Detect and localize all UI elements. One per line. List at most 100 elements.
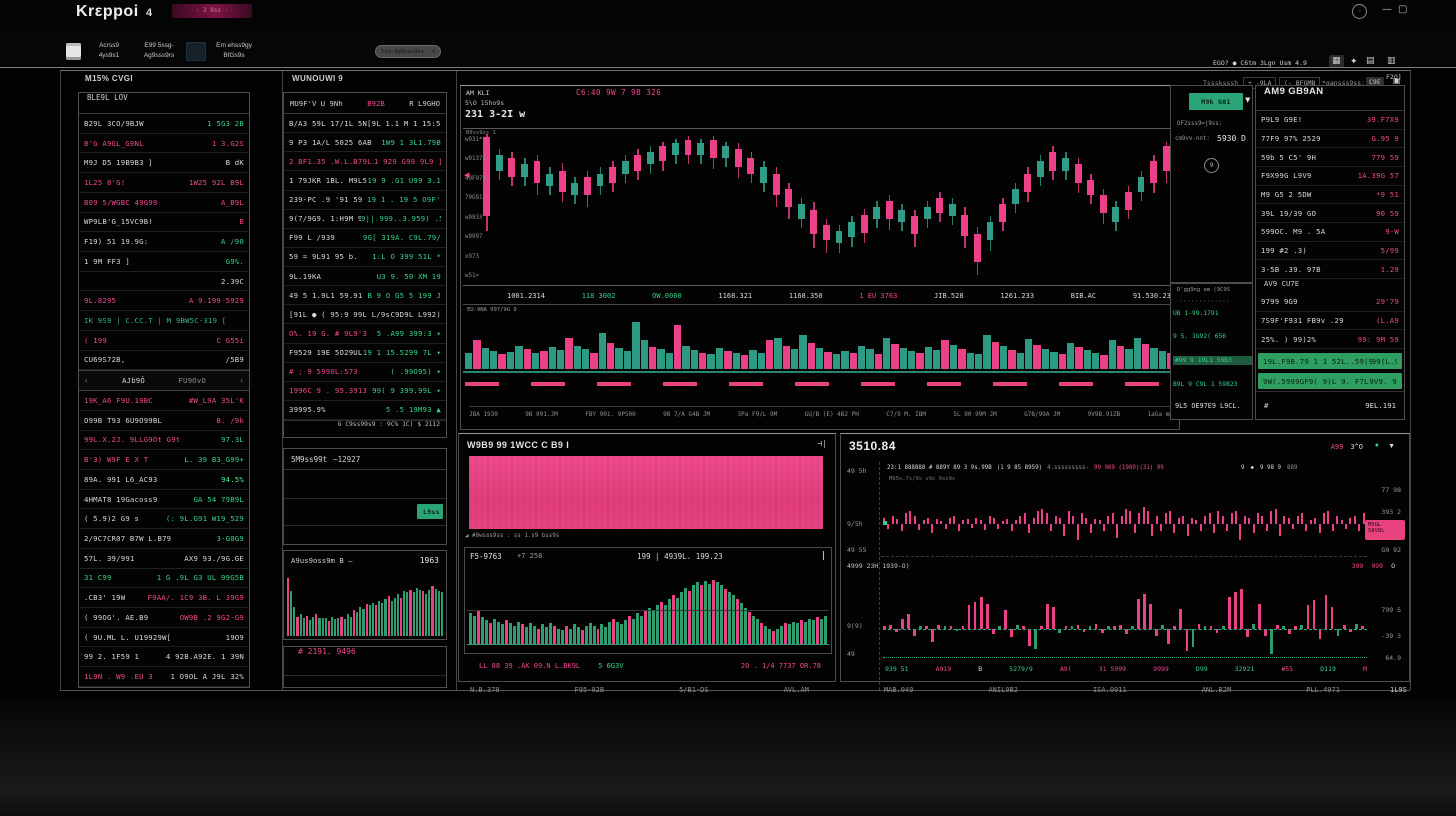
watchlist-row[interactable]: ( 99OG'. AE.B9OW9B .2 9G2-G9 <box>79 608 249 628</box>
ticket-row-empty1[interactable] <box>284 470 446 499</box>
watchlist-row[interactable]: 1L9N . W9 .EU 31 O9OL A J9L 32% <box>79 667 249 687</box>
watchlist-row[interactable]: .CB3' 19WF9AA/. 1C9 3B. L 39G9 <box>79 588 249 608</box>
market-order-button[interactable]: M9k G01 <box>1189 93 1243 110</box>
watchlist-row[interactable]: 1L25 8'G!1W25 92L B9L <box>79 173 249 193</box>
osc-caret-icon[interactable]: ▼ <box>1388 443 1395 450</box>
settings-icon[interactable]: 9 <box>1204 158 1219 173</box>
watchlist-row[interactable]: F19) 51 19.9G:A /90 <box>79 232 249 252</box>
watchlist-row[interactable]: 19K_A6 F9U.19BC#W_L9A 35L'K <box>79 391 249 411</box>
bar <box>615 348 622 369</box>
watchlist-row[interactable]: 4HMAT8 19Gacoss9GA 54 79B9L <box>79 490 249 510</box>
market-info-row[interactable]: 7S9F'F931 FB9v .29(L.A9 <box>1256 312 1404 331</box>
bar <box>1142 344 1149 369</box>
es-chart[interactable] <box>469 574 827 644</box>
watchlist-row[interactable]: 9L.8295A 9.199 5929 <box>79 291 249 311</box>
spike-bar <box>1041 509 1043 525</box>
orderbook-row[interactable]: # ; 9 5990L:573( .99O95) ▾ <box>284 363 446 382</box>
market-info-row[interactable]: M9 G5 2 5DW*9 51 <box>1256 186 1404 205</box>
market-info-row[interactable]: 25%. ) 99)2%99: 9M 59 <box>1256 330 1404 349</box>
watchlist-row[interactable]: 2/9C7CR07 B7W L.B793-G0G9 <box>79 529 249 549</box>
watchlist-row[interactable]: 2.39C <box>79 272 249 292</box>
osc2-header-right[interactable]: 399999O <box>1352 562 1395 570</box>
orderbook-row[interactable]: 1 79JKR 1BL. M9L519 9 .G1 U99 3.1 <box>284 171 446 190</box>
orderbook-row[interactable]: B/A3 59L 17/1L 5NGG[9L 1.1 M 1 15:5 d <box>284 114 446 133</box>
heatmap-block[interactable] <box>469 456 823 529</box>
es-header-bar: | <box>821 551 826 561</box>
order-caret-icon[interactable]: ▼ <box>1245 96 1250 104</box>
diamond-icon[interactable]: ✦ <box>1350 57 1358 67</box>
market-info-row[interactable]: 77F9 97% 2529G.95 9 <box>1256 130 1404 149</box>
minimize-icon[interactable]: — <box>1382 4 1392 15</box>
menu-item-3[interactable]: Em ehss9gy BfGs9s <box>208 41 260 61</box>
orderbook-row[interactable]: 59 = 9L91 95 b.1:L O 399 51L * <box>284 248 446 267</box>
market-info-row[interactable]: 3-5B .39. 97B1.29 <box>1256 260 1404 279</box>
orderbook-row[interactable]: 9(7/9G9. 1:H9M 99F9|| 999..3.959) .5F3 <box>284 210 446 229</box>
bar <box>529 623 532 644</box>
market-info-row[interactable]: 9799 9G929'79 <box>1256 293 1404 312</box>
cell: # ; 9 5990L:573 <box>289 367 358 376</box>
cell: 1.29 <box>1381 265 1399 274</box>
depth-mini-chart[interactable] <box>287 572 443 636</box>
watchlist-row[interactable]: ( 9U.ML L. U19929W[19O9 <box>79 628 249 648</box>
osc-controls[interactable]: A993^O <box>1331 443 1363 451</box>
expand-icon[interactable]: ⊣| <box>817 439 827 448</box>
search-pill[interactable]: Tss~9g9sss9ss ▾ <box>375 45 441 58</box>
watchlist-row[interactable]: 99L.X.2J. 9LLG9Ot G9t97.3L <box>79 431 249 451</box>
osc-bottom-chart[interactable] <box>883 576 1367 660</box>
account-icon[interactable]: ◦ <box>1352 4 1367 19</box>
promo-badge[interactable]: · 3 8ss · <box>172 4 252 18</box>
menu-item-1[interactable]: Acrss9 4ys9s1 <box>86 41 132 61</box>
watchlist-row[interactable]: 31 C991 G .9L G3 UL 99G5B <box>79 569 249 589</box>
watchlist-row[interactable]: 99 2. 1F59 14 92B.A92E. 1 39N <box>79 647 249 667</box>
chart-interval[interactable]: 5\O 15ho9s <box>465 99 504 107</box>
market-info-row[interactable]: P9L9 G9E!39.F7X9 <box>1256 111 1404 130</box>
bar <box>612 619 615 644</box>
orderbook-row[interactable]: 9 P3 1A/L 5025 6AB1W9 1 3L1.79B <box>284 133 446 152</box>
watchlist-row[interactable]: 57L. 39/991AX9 93./9G.GE <box>79 549 249 569</box>
market-info-row[interactable]: 199 #2 .3)5/99 <box>1256 242 1404 261</box>
buy-button-row[interactable]: 19L.F9B.79 1 1 52L..59(9L. 19.99(L.9) <box>1258 353 1402 369</box>
watchlist-row[interactable]: ( 5.9)2 G9 s(: 9L.G91 W19_529 <box>79 509 249 529</box>
ticket-confirm-button[interactable]: L9ss <box>417 504 443 519</box>
orderbook-row[interactable]: 49 5 1.9L1 59.91B 9 O G5 5 199 J <box>284 286 446 305</box>
candle-chart[interactable]: B9ss9ss 1 w931*w9137)49F97]79G91w9933w99… <box>463 128 1177 286</box>
watchlist-row[interactable]: ( 199C G55i <box>79 331 249 351</box>
watchlist-row[interactable]: M9J D5 19B9B3 ]B dK <box>79 153 249 173</box>
watchlist-row[interactable]: B09 5/WGBC 49G99A_B9L <box>79 193 249 213</box>
watchlist-row[interactable]: 89A. 991 L6_AC9394.5% <box>79 470 249 490</box>
book-icon[interactable]: ▤ <box>1366 56 1375 66</box>
watchlist-row[interactable]: 1 9M FF3 ]G9%. <box>79 252 249 272</box>
watchlist-row[interactable]: B29L 3CO/9BJW1 5G3 2B <box>79 114 249 134</box>
orderbook-row[interactable]: F9529 19E 5O29UL19 1 15.5299 7L ▾ <box>284 344 446 363</box>
watchlist-row[interactable]: WP9LB'G_15VC9B!B <box>79 213 249 233</box>
orderbook-row[interactable]: 239-PC .9 '91 59 4)19 1 . 19 5 O9F' ] <box>284 191 446 210</box>
menu-item-2[interactable]: E99 5ssg- Ag9sss9rs <box>134 41 184 61</box>
layout-icon[interactable]: ▥ <box>1387 56 1396 66</box>
watchlist-row[interactable]: O99B T93 6U9O99BLB. /9k <box>79 411 249 431</box>
orderbook-row[interactable]: 1996C 9 . 95.391399( 9 399.99L ▾ <box>284 382 446 401</box>
market-info-row[interactable]: 599OC. M9 . 5A9-W <box>1256 223 1404 242</box>
watchlist-row[interactable]: B'3) W9F E X TL. 39 B3_G99+ <box>79 450 249 470</box>
watchlist-row[interactable]: B'G A9GL_G9NL1 3.G2S <box>79 134 249 154</box>
orderbook-row[interactable]: F99 L /9399G[ 319A. C9L.79/ <box>284 229 446 248</box>
orderbook-row[interactable]: [91L ● ( 95:9 99L L/9sC9D9L L992) <box>284 305 446 324</box>
color-swatch[interactable] <box>186 42 206 61</box>
watchlist-row[interactable]: CU69S72B,/5B9 <box>79 351 249 371</box>
market-info-row[interactable]: F9X99G L9V91A.39G 57 <box>1256 167 1404 186</box>
cell: OW9B .2 9G2-G9 <box>180 613 244 622</box>
buy-button-row[interactable]: 9W(.5999GF9( 9)L 9. F7L.99.9V9. 9) <box>1258 373 1402 389</box>
orderbook-row[interactable]: 9L.19KAU3 9. 50 XM 19 <box>284 267 446 286</box>
market-info-row[interactable]: 59b 5 C5' 9H779 59 <box>1256 148 1404 167</box>
market-info-row[interactable]: 39L 19/39 GO90 59 <box>1256 204 1404 223</box>
grid-icon[interactable]: ▦ <box>1329 55 1344 67</box>
orderbook-row[interactable]: 2 BF1.35 .W.L.B79L.1 929 G99 9L9 ] <box>284 152 446 171</box>
orderbook-row[interactable]: O%. 19 G. # 9L9'35 .A99 399:3 ▾ <box>284 324 446 343</box>
document-icon[interactable] <box>66 43 81 60</box>
watchlist-row[interactable]: IK 9S9 | C.CC.T | M 9BW5C-319 [ <box>79 311 249 331</box>
section-row[interactable]: ‹AJb9ÔFU9OvO› <box>79 370 249 391</box>
cell: 9799 9G9 <box>1261 297 1298 306</box>
volume-panel[interactable]: EU-9NA 997/9G 9 <box>463 304 1177 400</box>
window-icon[interactable]: ▢ <box>1398 4 1407 15</box>
orderbook-row[interactable]: 39995.9%5 .5 19M93 ▲ <box>284 401 446 420</box>
osc-top-chart[interactable] <box>883 486 1367 548</box>
